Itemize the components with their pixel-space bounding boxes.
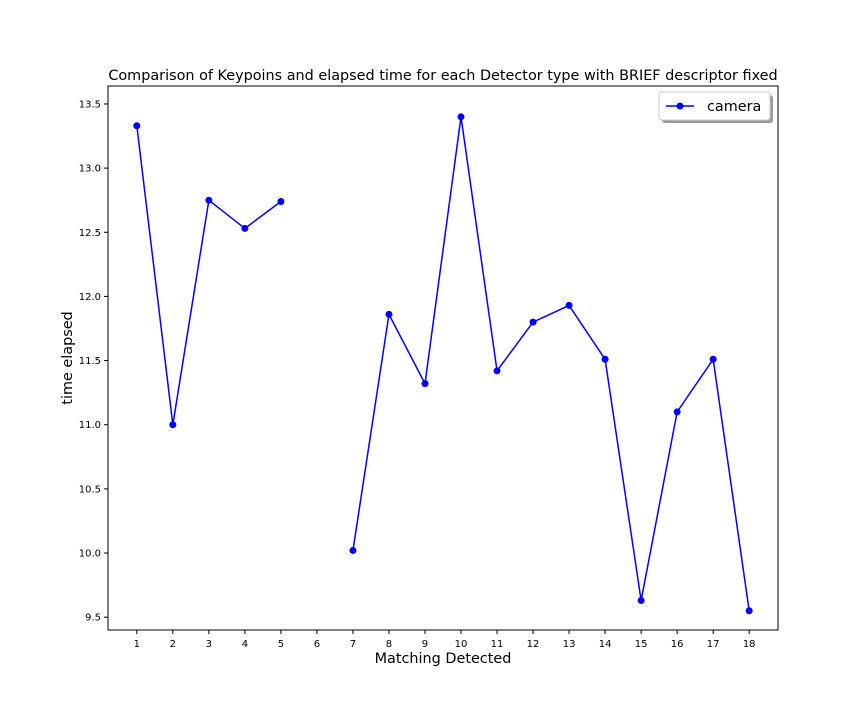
chart-title: Comparison of Keypoins and elapsed time … — [108, 68, 777, 84]
x-tick-label: 9 — [422, 639, 428, 650]
x-axis-label: Matching Detected — [375, 651, 512, 667]
x-tick-label: 11 — [491, 639, 504, 650]
x-tick-label: 8 — [386, 639, 392, 650]
data-point-camera — [349, 546, 357, 554]
x-tick-label: 2 — [170, 639, 176, 650]
data-point-camera — [565, 301, 573, 309]
chart-marks — [133, 113, 753, 615]
data-point-camera — [529, 318, 537, 326]
y-axis-label: time elapsed — [60, 311, 76, 404]
y-tick-label: 13.5 — [79, 99, 101, 110]
x-tick-label: 10 — [455, 639, 468, 650]
legend-marker — [676, 102, 684, 110]
x-tick-label: 17 — [707, 639, 720, 650]
x-tick-label: 12 — [527, 639, 540, 650]
data-point-camera — [709, 355, 717, 363]
data-point-camera — [385, 310, 393, 318]
data-point-camera — [169, 421, 177, 429]
y-tick-label: 11.0 — [79, 420, 101, 431]
y-axis: 9.5 10.0 10.5 11.0 11.5 12.0 12.5 13.0 13.5 — [79, 99, 108, 624]
data-point-camera — [673, 408, 681, 416]
data-point-camera — [601, 355, 609, 363]
x-tick-label: 1 — [134, 639, 140, 650]
data-point-camera — [493, 367, 501, 375]
plot-frame — [107, 85, 779, 631]
y-tick-label: 12.0 — [79, 292, 101, 303]
y-tick-label: 11.5 — [79, 356, 101, 367]
x-tick-label: 13 — [563, 639, 576, 650]
legend-box — [658, 91, 771, 121]
data-point-camera — [745, 607, 753, 615]
x-tick-label: 7 — [350, 639, 356, 650]
data-point-camera — [241, 224, 249, 232]
x-tick-label: 15 — [635, 639, 648, 650]
x-tick-label: 6 — [314, 639, 320, 650]
legend: camera — [658, 91, 773, 123]
data-point-camera — [421, 380, 429, 388]
data-point-camera — [457, 113, 465, 121]
y-tick-label: 12.5 — [79, 228, 101, 239]
x-tick-label: 5 — [278, 639, 284, 650]
y-tick-label: 13.0 — [79, 164, 101, 175]
plot-background — [108, 86, 778, 630]
legend-label: camera — [707, 99, 761, 115]
x-tick-label: 14 — [599, 639, 612, 650]
x-tick-label: 18 — [743, 639, 756, 650]
y-tick-label: 9.5 — [85, 613, 101, 624]
y-tick-label: 10.0 — [79, 549, 101, 560]
data-point-camera — [637, 596, 645, 604]
x-tick-label: 4 — [242, 639, 248, 650]
x-tick-label: 16 — [671, 639, 684, 650]
x-tick-label: 3 — [206, 639, 212, 650]
series-line-camera — [352, 116, 750, 611]
data-point-camera — [133, 122, 141, 130]
data-point-camera — [205, 196, 213, 204]
x-axis: 1 2 3 4 5 6 7 8 9 10 11 12 13 14 15 16 17 18 — [134, 630, 756, 650]
data-point-camera — [277, 197, 285, 205]
y-tick-label: 10.5 — [79, 484, 101, 495]
